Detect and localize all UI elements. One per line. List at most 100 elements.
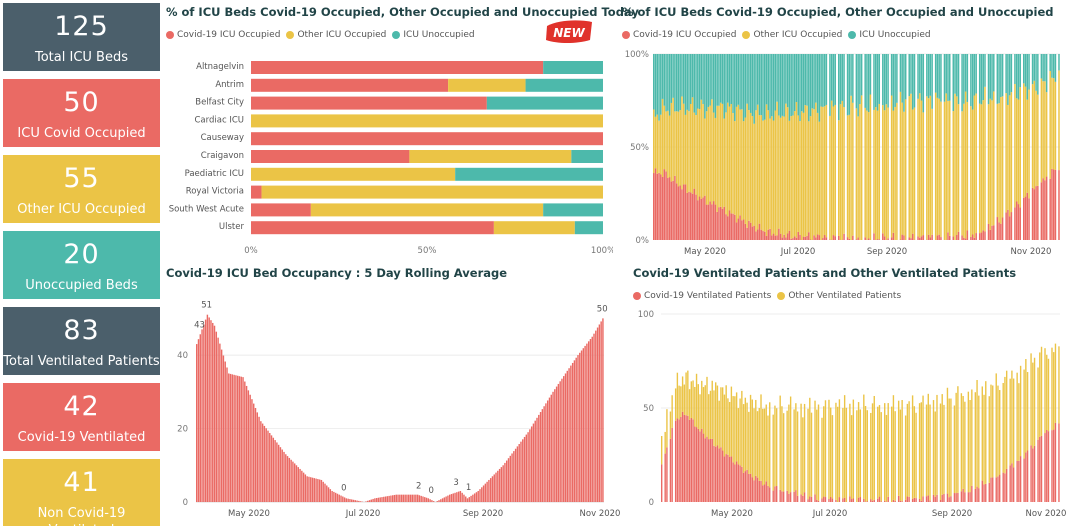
column-other	[896, 102, 898, 240]
x-tick-label: Sep 2020	[867, 247, 907, 257]
column-unoccupied	[744, 54, 747, 118]
column-other	[1046, 354, 1048, 430]
column-unoccupied	[938, 54, 940, 99]
column-other	[848, 114, 851, 239]
column-other	[904, 99, 907, 240]
column-other	[904, 415, 907, 500]
column-covid	[753, 480, 755, 502]
column-covid	[685, 415, 687, 502]
legend-dot	[286, 31, 295, 39]
column-other	[838, 399, 841, 498]
column-other	[946, 387, 949, 494]
column-covid	[1052, 169, 1055, 240]
column	[539, 412, 542, 502]
category-label: Royal Victoria	[186, 187, 244, 197]
column-unoccupied	[867, 54, 870, 113]
column	[447, 495, 449, 502]
column-other	[824, 400, 827, 498]
column-covid	[732, 462, 734, 502]
column-other	[1019, 87, 1021, 208]
column-other	[695, 373, 698, 428]
column-unoccupied	[860, 54, 863, 96]
kpi-card-unoccupied-beds: 20 Unoccupied Beds	[3, 231, 160, 299]
column-other	[751, 399, 753, 478]
column-other	[884, 403, 886, 501]
column-other	[658, 120, 660, 173]
x-tick-label: Jul 2020	[812, 509, 848, 519]
legend-item: Covid-19 ICU Occupied	[622, 30, 736, 40]
column-covid	[946, 493, 949, 502]
column-covid	[1008, 216, 1011, 240]
column-covid	[744, 223, 747, 240]
column-covid	[828, 499, 830, 502]
column	[520, 441, 522, 502]
column-other	[711, 99, 713, 205]
column	[315, 478, 317, 502]
column	[340, 495, 342, 502]
column-covid	[982, 230, 984, 240]
column-covid	[1031, 187, 1034, 240]
column-unoccupied	[1024, 54, 1027, 87]
column-unoccupied	[998, 54, 1000, 104]
column-other	[764, 119, 766, 232]
data-label: 50	[597, 304, 608, 314]
column	[579, 352, 581, 502]
column-unoccupied	[697, 54, 699, 109]
column	[231, 374, 234, 502]
column-other	[753, 408, 755, 481]
column-covid	[695, 427, 698, 502]
column-other	[934, 411, 936, 497]
column-other	[813, 109, 815, 236]
kpi-label: Other ICU Occupied	[17, 202, 146, 217]
column-unoccupied	[769, 54, 771, 119]
chart-ventilated-stacked-columns: 0 50 100 May 2020 Jul 2020 Sep 2020 Nov 2020	[638, 310, 1067, 519]
column-covid	[877, 498, 879, 502]
column-covid	[1023, 197, 1025, 240]
column	[587, 341, 590, 502]
column-unoccupied	[841, 54, 844, 101]
column-unoccupied	[947, 54, 949, 101]
column-covid	[1035, 186, 1037, 240]
column-unoccupied	[1017, 54, 1020, 100]
column-unoccupied	[966, 54, 969, 102]
column-other	[871, 403, 874, 501]
column-other	[866, 410, 868, 502]
column	[534, 420, 536, 502]
column-other	[982, 100, 984, 231]
column-unoccupied	[980, 54, 983, 105]
column	[468, 497, 471, 502]
column	[472, 494, 474, 502]
column-unoccupied	[830, 54, 833, 101]
column-unoccupied	[808, 54, 810, 122]
column-other	[755, 399, 757, 476]
column-unoccupied	[705, 54, 708, 112]
column	[308, 476, 310, 502]
column-covid	[800, 494, 802, 502]
column	[429, 499, 431, 502]
column-covid	[870, 499, 872, 502]
column-covid	[989, 229, 992, 240]
column-other	[1051, 347, 1053, 431]
column-covid	[1047, 431, 1050, 502]
column-other	[915, 412, 917, 499]
column-other	[880, 412, 882, 502]
column-other	[908, 401, 910, 497]
column-other	[781, 115, 784, 238]
column-covid	[681, 411, 684, 502]
column	[267, 430, 269, 502]
column-other	[793, 409, 795, 492]
column-unoccupied	[987, 54, 990, 105]
column-covid	[735, 461, 738, 502]
column-other	[1023, 369, 1025, 459]
column-unoccupied	[970, 54, 972, 107]
bar-segment	[448, 78, 526, 92]
column-covid	[741, 466, 743, 502]
column-unoccupied	[712, 54, 715, 113]
column-unoccupied	[1010, 54, 1013, 93]
column-covid	[1049, 178, 1051, 240]
column-covid	[1032, 448, 1034, 502]
kpi-value: 50	[63, 87, 100, 118]
column-covid	[829, 239, 831, 240]
column-other	[836, 406, 839, 502]
column	[285, 454, 287, 502]
